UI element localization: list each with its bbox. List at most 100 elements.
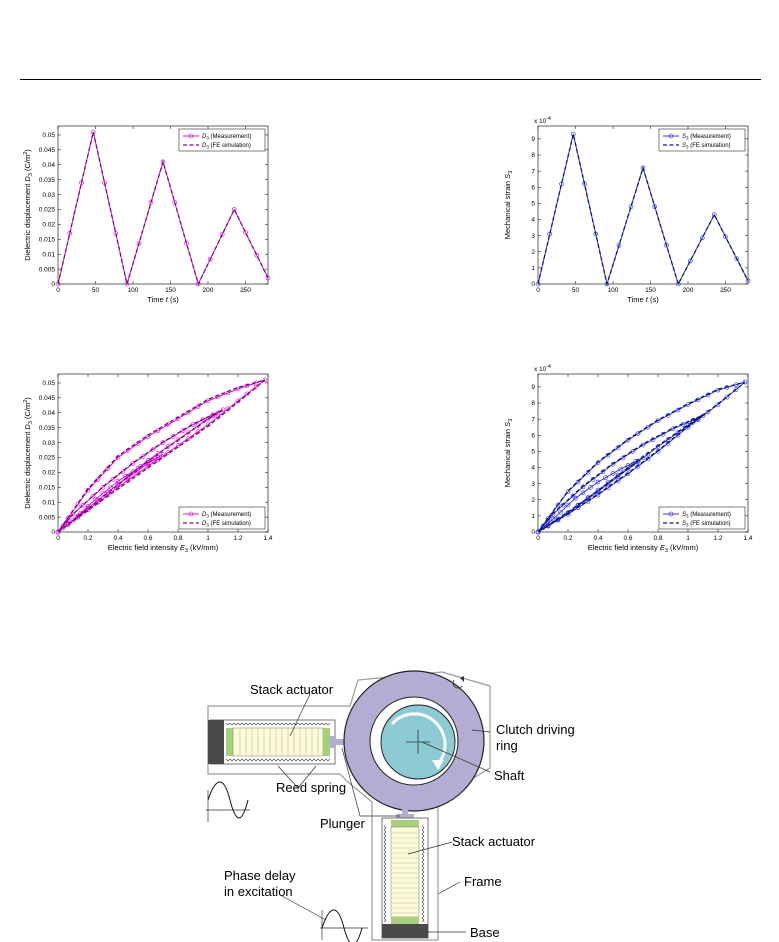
label-phase-line2: in excitation (224, 884, 293, 899)
legend-entry: D3 (FE simulation) (202, 521, 251, 528)
actuator-diagram: Stack actuator Reed spring Plunger Clutc… (206, 670, 575, 942)
measurement-marker (573, 495, 578, 501)
x-tick-label: 50 (92, 287, 100, 294)
measurement-marker (160, 440, 166, 445)
measurement-marker (110, 477, 116, 482)
plot-area (537, 125, 749, 285)
x-axis-label: Electric field intensity E3 (kV/mm) (588, 543, 699, 554)
actuator-end-bottom (391, 917, 419, 924)
legend-entry: D3 (FE simulation) (202, 143, 251, 150)
measurement-marker (262, 377, 268, 383)
label-clutch-line2: ring (496, 738, 518, 753)
y-tick-label: 7 (531, 168, 535, 175)
measurement-marker (588, 485, 593, 490)
legend-marker (668, 511, 674, 517)
reed-spring-top (225, 722, 331, 726)
x-tick-label: 100 (608, 287, 619, 294)
y-tick-label: 9 (531, 136, 535, 143)
axis-exponent-label: x 10-4 (534, 116, 551, 125)
measurement-marker (715, 387, 721, 393)
measurement-marker (155, 455, 161, 460)
actuator-end-left (226, 728, 233, 756)
leader-reed-spring-2 (297, 765, 317, 789)
x-tick-label: 0.4 (593, 535, 602, 542)
base-bottom (382, 924, 428, 938)
y-tick-label: 8 (531, 400, 535, 407)
measurement-marker (85, 487, 91, 493)
measurement-marker (580, 484, 586, 490)
series-simulation-line (537, 381, 746, 533)
y-tick-label: 0.04 (42, 162, 55, 169)
measurement-marker (93, 496, 98, 502)
measurement-marker (560, 502, 566, 508)
y-tick-label: 0.015 (39, 484, 56, 491)
measurement-marker (585, 495, 591, 500)
measurement-marker (605, 452, 611, 458)
x-tick-label: 150 (165, 287, 176, 294)
legend-marker (188, 511, 194, 517)
measurement-marker (699, 235, 705, 241)
y-tick-label: 0 (51, 281, 55, 288)
plot-area (57, 125, 269, 285)
y-tick-label: 0.05 (42, 132, 55, 139)
chart-d3-vs-field: 0 0.2 0.4 0.6 0.8 1 1.2 1.4 0 0.005 0.01 0.015 0.02 0… (23, 373, 273, 554)
x-tick-label: 100 (128, 287, 139, 294)
measurement-marker (243, 230, 248, 235)
measurement-marker (235, 386, 241, 392)
leader-clutch (471, 729, 491, 733)
measurement-marker (140, 454, 146, 459)
measurement-marker (575, 505, 581, 511)
reed-spring-left (383, 825, 387, 923)
x-tick-label: 1.4 (263, 535, 272, 542)
measurement-marker (723, 234, 728, 240)
x-tick-label: 50 (572, 287, 580, 294)
x-tick-label: 1.2 (713, 535, 722, 542)
legend-box (178, 128, 266, 152)
measurement-marker (618, 466, 623, 472)
measurement-marker (625, 465, 631, 470)
y-tick-label: 0.015 (39, 236, 56, 243)
legend-box (658, 128, 746, 152)
measurement-marker (125, 475, 131, 480)
legend-entry: S3 (FE simulation) (682, 521, 731, 528)
plot-area (537, 373, 749, 533)
measurement-marker (687, 258, 693, 264)
legend-entry: D3 (Measurement) (202, 134, 251, 141)
y-tick-label: 0.02 (42, 222, 55, 229)
label-shaft: Shaft (494, 768, 525, 783)
series-simulation-line (537, 133, 749, 287)
leader-stack-actuator-top (289, 693, 311, 737)
measurement-marker (95, 497, 101, 503)
y-tick-label: 2 (531, 249, 535, 256)
measurement-marker (705, 409, 711, 415)
label-base: Base (470, 925, 500, 940)
measurement-marker (545, 516, 551, 521)
measurement-marker (185, 430, 191, 435)
y-tick-label: 2 (531, 497, 535, 504)
series-simulation-line (57, 131, 269, 286)
rotation-arrow-icon (390, 712, 447, 765)
y-tick-label: 1 (531, 513, 535, 520)
x-axis-label: Time t (s) (147, 295, 179, 304)
measurement-marker (705, 392, 711, 398)
plunger-rod-horizontal (336, 739, 348, 745)
measurement-marker (600, 469, 606, 475)
y-tick-label: 4 (531, 465, 535, 472)
measurement-marker (715, 402, 721, 407)
measurement-marker (605, 480, 611, 485)
x-tick-label: 0.2 (563, 535, 572, 542)
y-tick-label: 0.005 (39, 266, 56, 273)
measurement-marker (160, 452, 166, 457)
reed-spring-right (421, 825, 425, 923)
measurement-marker (558, 509, 563, 515)
measurement-marker (610, 471, 616, 476)
chart-s3-vs-time: 0 50 100 150 200 250 0 1 2 3 4 5 6 7 8 9 x 10-4 Time t (s… (503, 116, 751, 304)
leader-reed-spring-1 (277, 765, 299, 789)
y-axis-label: Dielectric displacement D3 (C/m2) (23, 397, 34, 509)
label-stack-actuator-top: Stack actuator (250, 682, 334, 697)
label-clutch-line1: Clutch driving (496, 722, 575, 737)
measurement-marker (70, 511, 76, 517)
measurement-marker (615, 472, 621, 478)
y-tick-label: 0.045 (39, 395, 56, 402)
stack-actuator-vertical (390, 826, 420, 918)
